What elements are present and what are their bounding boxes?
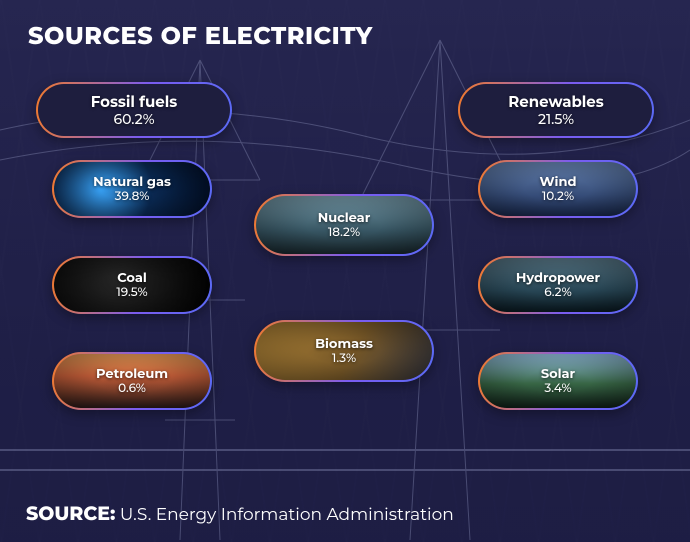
pill-content: Natural gas39.8% bbox=[93, 175, 171, 204]
pill-label: Natural gas bbox=[93, 175, 171, 190]
pill-value: 19.5% bbox=[116, 286, 147, 300]
pill-value: 60.2% bbox=[91, 111, 177, 127]
pill-content: Petroleum0.6% bbox=[96, 367, 168, 396]
pill-content: Renewables21.5% bbox=[508, 93, 604, 126]
pill-value: 0.6% bbox=[96, 382, 168, 396]
pill-inner: Natural gas39.8% bbox=[54, 162, 210, 216]
source-attribution: SOURCE: U.S. Energy Information Administ… bbox=[26, 502, 454, 525]
source-label: SOURCE: bbox=[26, 502, 115, 525]
pill-content: Coal19.5% bbox=[116, 271, 147, 300]
pill-content: Biomass1.3% bbox=[315, 337, 373, 366]
pill-inner: Fossil fuels60.2% bbox=[38, 84, 230, 136]
pill-inner: Coal19.5% bbox=[54, 258, 210, 312]
pill-content: Solar3.4% bbox=[541, 367, 575, 396]
pill-label: Nuclear bbox=[318, 211, 371, 226]
pill-value: 10.2% bbox=[540, 190, 577, 204]
page-title: SOURCES OF ELECTRICITY bbox=[28, 22, 373, 51]
pill-inner: Hydropower6.2% bbox=[480, 258, 636, 312]
pill-petroleum: Petroleum0.6% bbox=[52, 352, 212, 410]
pill-nuclear: Nuclear18.2% bbox=[254, 194, 434, 256]
pill-inner: Solar3.4% bbox=[480, 354, 636, 408]
pill-value: 39.8% bbox=[93, 190, 171, 204]
pill-label: Hydropower bbox=[516, 271, 600, 286]
pill-value: 6.2% bbox=[516, 286, 600, 300]
pill-content: Hydropower6.2% bbox=[516, 271, 600, 300]
pill-label: Biomass bbox=[315, 337, 373, 352]
pill-coal: Coal19.5% bbox=[52, 256, 212, 314]
pill-content: Fossil fuels60.2% bbox=[91, 93, 177, 126]
pill-renewables: Renewables21.5% bbox=[458, 82, 654, 138]
pill-solar: Solar3.4% bbox=[478, 352, 638, 410]
pill-label: Fossil fuels bbox=[91, 93, 177, 110]
pill-inner: Petroleum0.6% bbox=[54, 354, 210, 408]
pill-label: Wind bbox=[540, 175, 577, 190]
pill-hydropower: Hydropower6.2% bbox=[478, 256, 638, 314]
pill-content: Wind10.2% bbox=[540, 175, 577, 204]
pill-inner: Nuclear18.2% bbox=[256, 196, 432, 254]
source-text: U.S. Energy Information Administration bbox=[120, 505, 454, 525]
pill-biomass: Biomass1.3% bbox=[254, 320, 434, 382]
pill-value: 3.4% bbox=[541, 382, 575, 396]
pill-content: Nuclear18.2% bbox=[318, 211, 371, 240]
pill-natural-gas: Natural gas39.8% bbox=[52, 160, 212, 218]
pill-fossil-fuels: Fossil fuels60.2% bbox=[36, 82, 232, 138]
pill-wind: Wind10.2% bbox=[478, 160, 638, 218]
pill-value: 1.3% bbox=[315, 352, 373, 366]
pill-value: 18.2% bbox=[318, 226, 371, 240]
pill-value: 21.5% bbox=[508, 111, 604, 127]
pill-label: Coal bbox=[116, 271, 147, 286]
pill-label: Solar bbox=[541, 367, 575, 382]
pill-label: Renewables bbox=[508, 93, 604, 110]
pill-label: Petroleum bbox=[96, 367, 168, 382]
pill-inner: Renewables21.5% bbox=[460, 84, 652, 136]
pill-inner: Wind10.2% bbox=[480, 162, 636, 216]
pill-inner: Biomass1.3% bbox=[256, 322, 432, 380]
